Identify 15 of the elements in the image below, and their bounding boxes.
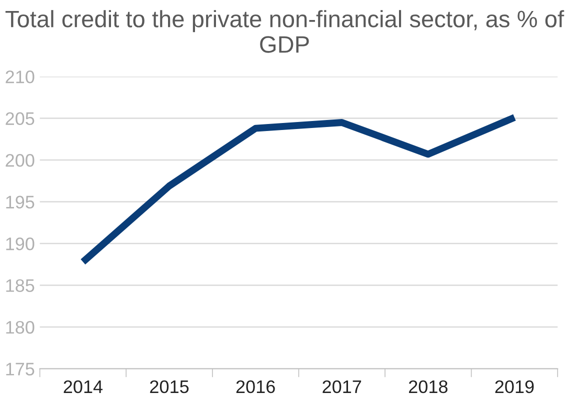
y-tick-label: 185 bbox=[6, 279, 34, 292]
y-tick-label: 175 bbox=[6, 362, 34, 376]
y-tick-label: 195 bbox=[6, 196, 34, 209]
y-tick-label: 205 bbox=[6, 112, 34, 126]
x-tick-label: 2017 bbox=[322, 380, 362, 394]
chart-title: Total credit to the private non-financial sector, as % of GDP bbox=[6, 10, 564, 53]
x-tick-label: 2015 bbox=[150, 380, 189, 394]
x-tick-label: 2018 bbox=[409, 380, 448, 394]
x-tick-label: 2019 bbox=[495, 380, 534, 394]
y-tick-label: 190 bbox=[6, 237, 34, 250]
x-tick-label: 2014 bbox=[64, 380, 103, 394]
y-tick-label: 180 bbox=[6, 320, 34, 334]
y-tick-label: 210 bbox=[6, 70, 34, 84]
y-tick-label: 200 bbox=[6, 154, 34, 167]
x-tick-label: 2016 bbox=[236, 380, 275, 394]
